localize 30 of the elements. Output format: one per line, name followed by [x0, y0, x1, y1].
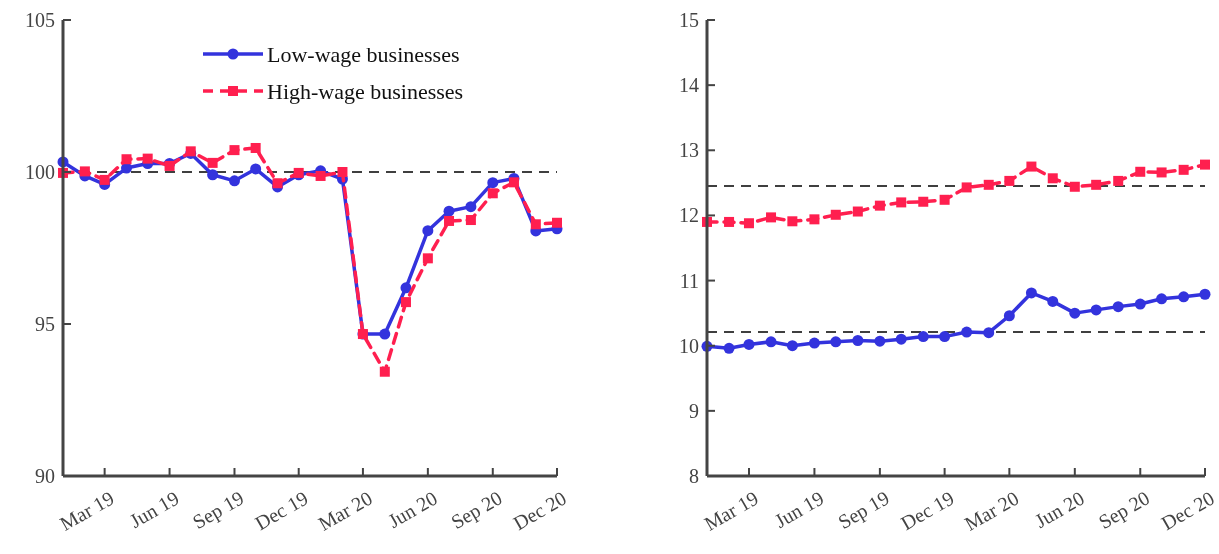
y-tick-label: 105 [25, 9, 55, 31]
x-tick-label: Mar 19 [56, 486, 118, 535]
x-tick-label: Sep 19 [188, 486, 248, 534]
y-tick-label: 90 [35, 465, 55, 487]
x-tick-label: Mar 19 [700, 486, 762, 535]
y-tick-label: 100 [25, 161, 55, 183]
y-tick-label: 8 [689, 465, 699, 487]
legend-label: Low-wage businesses [267, 41, 460, 67]
y-tick-label: 11 [679, 269, 699, 292]
x-tick-label: Mar 20 [960, 486, 1023, 535]
x-tick-label: Sep 19 [834, 486, 894, 534]
y-tick-label: 95 [35, 313, 55, 335]
y-tick-label: 10 [679, 334, 699, 357]
x-tick-label: Jun 20 [384, 486, 441, 532]
y-tick-label: 12 [679, 204, 699, 227]
x-tick-label: Sep 20 [447, 486, 507, 534]
legend-label: High-wage businesses [267, 78, 464, 104]
x-tick-label: Dec 20 [509, 486, 570, 535]
x-tick-label: Dec 19 [251, 486, 312, 535]
y-tick-label: 15 [679, 9, 699, 31]
y-tick-label: 14 [679, 74, 699, 97]
x-tick-label: Jun 19 [770, 486, 828, 532]
x-tick-label: Jun 20 [1031, 486, 1088, 532]
x-tick-label: Mar 20 [314, 486, 376, 535]
x-tick-label: Sep 20 [1094, 486, 1154, 534]
x-tick-label: Dec 19 [897, 486, 958, 535]
y-tick-label: 13 [679, 139, 699, 162]
x-tick-label: Jun 19 [125, 486, 183, 532]
x-tick-label: Dec 20 [1157, 486, 1218, 535]
y-tick-label: 9 [689, 399, 699, 422]
